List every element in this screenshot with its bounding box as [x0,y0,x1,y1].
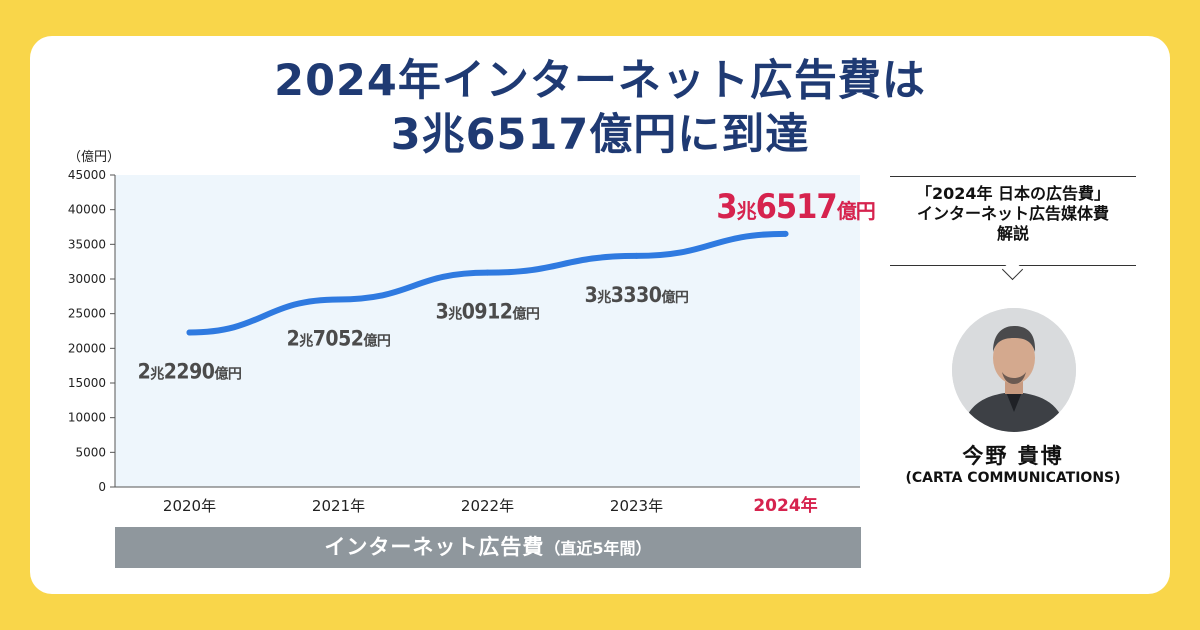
y-tick-label: 20000 [68,341,106,355]
data-point [335,296,342,303]
person-organization: (CARTA COMMUNICATIONS) [905,470,1121,486]
y-tick-label: 25000 [68,307,106,321]
data-label: 2兆7052億円 [287,326,391,350]
x-tick-label: 2022年 [461,497,514,515]
y-axis-unit-label: （億円） [68,150,121,165]
data-label: 2兆2290億円 [138,359,242,383]
data-point [782,230,789,237]
y-tick-label: 5000 [75,445,106,459]
commentary-title-line-3: 解説 [996,224,1029,243]
commentary-title-line-2: インターネット広告媒体費 [916,204,1109,223]
portrait-icon [952,308,1076,432]
data-label-highlight: 3兆6517億円 [716,187,874,227]
caption-main-text: インターネット広告費 [324,535,545,559]
data-label: 3兆0912億円 [436,300,540,324]
y-tick-label: 35000 [68,237,106,251]
headline-line-2: 3兆6517億円に到達 [390,110,810,160]
x-tick-label: 2024年 [753,495,817,516]
person-name: 今野 貴博 [962,444,1064,468]
x-tick-label: 2023年 [610,497,663,515]
x-tick-label: 2021年 [312,497,365,515]
data-label: 3兆3330億円 [585,283,689,307]
y-tick-label: 45000 [68,168,106,182]
commentary-title-box: 「2024年 日本の広告費」 インターネット広告媒体費 解説 [890,176,1136,266]
y-tick-label: 30000 [68,272,106,286]
avatar [952,308,1076,432]
commentary-title-line-1: 「2024年 日本の広告費」 [915,184,1111,203]
data-point [484,269,491,276]
data-point [186,329,193,336]
y-tick-label: 15000 [68,376,106,390]
chart-caption-bar: インターネット広告費（直近5年間） [115,527,861,568]
plot-area [115,175,860,487]
y-tick-label: 40000 [68,203,106,217]
y-tick-label: 10000 [68,411,106,425]
y-tick-label: 0 [98,480,106,494]
headline-line-1: 2024年インターネット広告費は [274,56,926,106]
x-tick-label: 2020年 [163,497,216,515]
caption-sub-text: （直近5年間） [544,539,652,558]
data-point [633,252,640,259]
